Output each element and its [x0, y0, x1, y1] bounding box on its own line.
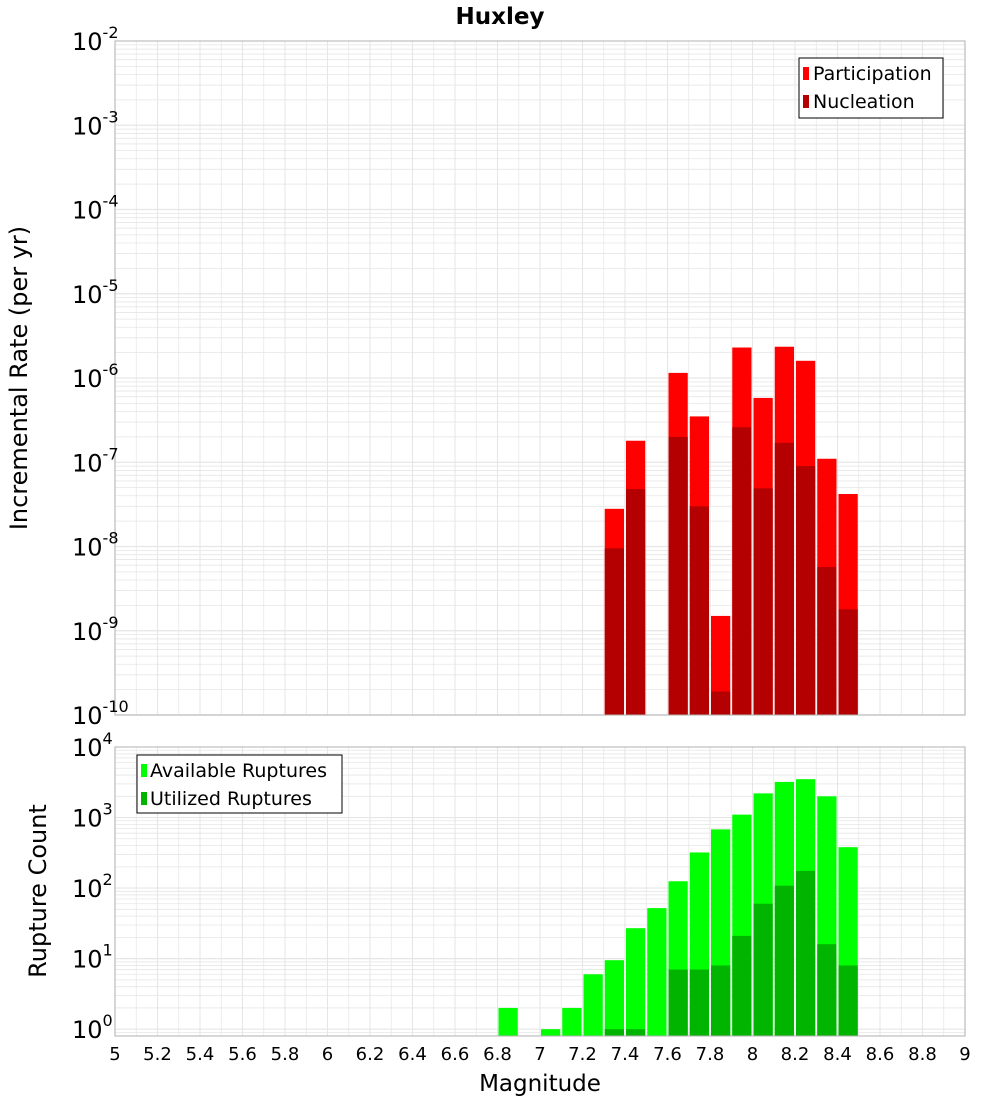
legend-label-utilized: Utilized Ruptures: [150, 788, 312, 810]
bottom-bar-available-ruptures: [604, 960, 624, 1036]
x-tick-label: 6.8: [483, 1044, 512, 1065]
x-tick-label: 8.4: [823, 1044, 852, 1065]
x-tick-label: 8.8: [908, 1044, 937, 1065]
bottom-bar-available-ruptures: [541, 1029, 561, 1036]
x-tick-label: 7.2: [568, 1044, 597, 1065]
bottom-bar-utilized-ruptures: [732, 935, 752, 1036]
x-tick-label: 5.8: [271, 1044, 300, 1065]
x-tick-label: 6: [322, 1044, 333, 1065]
x-tick-label: 5: [109, 1044, 120, 1065]
legend-label-available: Available Ruptures: [150, 760, 327, 782]
top-y-tick-label: 10-2: [72, 23, 119, 56]
top-y-tick-label: 10-5: [72, 276, 119, 309]
bottom-bar-utilized-ruptures: [711, 965, 731, 1036]
x-tick-label: 7.8: [696, 1044, 725, 1065]
bottom-panel-bars: [498, 779, 858, 1036]
bottom-y-tick-labels: 100 101 102 103 104: [72, 729, 113, 1044]
x-tick-label: 8.6: [866, 1044, 895, 1065]
top-y-tick-label: 10-3: [72, 107, 119, 140]
top-bar-nucleation: [774, 442, 794, 715]
x-tick-label: 7.4: [611, 1044, 640, 1065]
top-bar-nucleation: [689, 506, 709, 715]
bottom-bar-utilized-ruptures: [604, 1029, 624, 1036]
top-y-tick-label: 10-7: [72, 444, 119, 477]
top-bar-nucleation: [604, 548, 624, 715]
top-legend: Participation Nucleation: [798, 57, 944, 119]
top-bar-nucleation: [817, 567, 837, 715]
top-bar-nucleation: [838, 609, 858, 715]
bottom-y-axis-label: Rupture Count: [24, 804, 52, 978]
x-tick-label: 5.2: [143, 1044, 172, 1065]
bottom-bar-utilized-ruptures: [689, 969, 709, 1036]
x-tick-label: 8.2: [781, 1044, 810, 1065]
top-y-tick-label: 10-9: [72, 613, 119, 646]
bottom-bar-utilized-ruptures: [838, 965, 858, 1036]
bottom-bar-available-ruptures: [626, 928, 646, 1036]
legend-label-nucleation: Nucleation: [813, 91, 915, 113]
bottom-bar-utilized-ruptures: [774, 885, 794, 1036]
bottom-legend: Available Ruptures Utilized Ruptures: [136, 754, 343, 814]
bottom-bar-utilized-ruptures: [796, 870, 816, 1036]
top-panel-grid: [114, 41, 966, 716]
x-tick-label: 5.6: [228, 1044, 257, 1065]
bottom-y-tick-label: 103: [72, 800, 113, 833]
top-y-tick-labels: 10-10 10-9 10-8 10-7 10-6 10-5 10-4 10-3 10-2: [72, 23, 129, 730]
top-bar-nucleation: [668, 436, 688, 715]
top-bar-nucleation: [732, 427, 752, 715]
legend-swatch-nucleation: [803, 95, 809, 108]
bottom-legend-box: [136, 754, 343, 814]
bottom-bar-available-ruptures: [583, 974, 603, 1036]
legend-swatch-available: [141, 764, 147, 777]
x-tick-labels: 5 5.2 5.4 5.6 5.8 6 6.2 6.4 6.6 6.8 7 7.2 7.4 7.6 7.8 8…: [109, 1044, 970, 1065]
bottom-panel-frame: [114, 746, 966, 1037]
bottom-bar-utilized-ruptures: [817, 944, 837, 1036]
bottom-bar-available-ruptures: [498, 1007, 518, 1036]
top-bar-participation: [711, 615, 731, 715]
top-bar-nucleation: [626, 489, 646, 715]
top-y-tick-label: 10-8: [72, 529, 119, 562]
bottom-bar-utilized-ruptures: [668, 969, 688, 1036]
x-tick-label: 9: [959, 1044, 970, 1065]
top-legend-box: [798, 57, 944, 119]
top-y-axis-label: Incremental Rate (per yr): [5, 226, 33, 530]
bottom-y-tick-label: 102: [72, 870, 113, 903]
x-tick-label: 5.4: [186, 1044, 215, 1065]
bottom-y-tick-label: 101: [72, 941, 113, 974]
chart-title: Huxley: [456, 4, 545, 30]
bottom-bar-utilized-ruptures: [626, 1029, 646, 1036]
x-tick-label: 6.2: [356, 1044, 385, 1065]
top-panel-frame: [114, 40, 966, 716]
x-tick-label: 6.6: [441, 1044, 470, 1065]
x-axis-label: Magnitude: [479, 1071, 601, 1097]
top-bar-nucleation: [796, 466, 816, 715]
x-tick-label: 8: [747, 1044, 758, 1065]
bottom-bar-utilized-ruptures: [753, 903, 773, 1036]
top-bar-nucleation: [711, 691, 731, 715]
bottom-bar-available-ruptures: [647, 908, 667, 1036]
legend-label-participation: Participation: [813, 63, 932, 85]
x-tick-label: 7: [534, 1044, 545, 1065]
top-y-tick-label: 10-6: [72, 360, 119, 393]
top-bar-nucleation: [753, 488, 773, 715]
legend-swatch-utilized: [141, 792, 147, 805]
top-y-tick-label: 10-10: [72, 697, 129, 730]
bottom-y-tick-label: 100: [72, 1011, 113, 1044]
bottom-bar-available-ruptures: [562, 1007, 582, 1036]
bottom-y-tick-label: 104: [72, 729, 113, 762]
top-y-tick-label: 10-4: [72, 192, 119, 225]
top-panel-bars: [604, 346, 858, 715]
legend-swatch-participation: [803, 67, 809, 80]
x-tick-label: 7.6: [653, 1044, 682, 1065]
x-tick-label: 6.4: [398, 1044, 427, 1065]
